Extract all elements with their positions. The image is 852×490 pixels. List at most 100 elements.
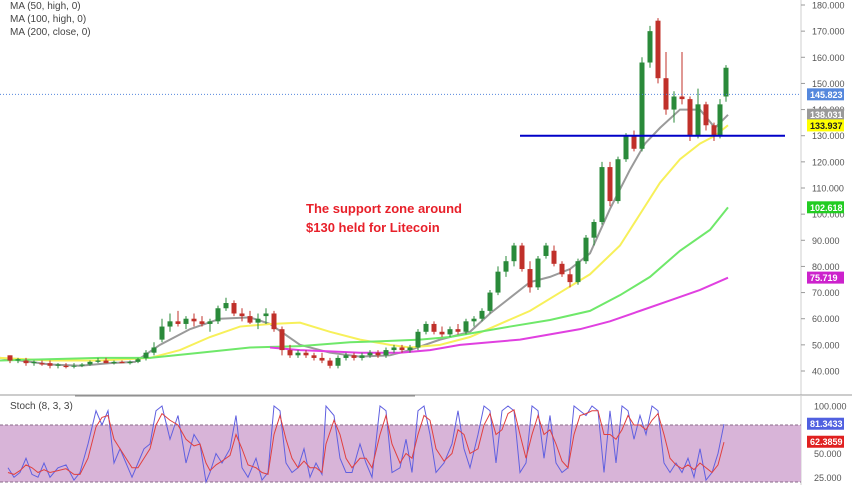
stoch-lines — [7, 404, 725, 484]
stoch-tick-label: 100.000 — [814, 402, 847, 412]
candle — [239, 308, 245, 322]
candle — [287, 344, 293, 358]
price-tick-label: 100.000 — [812, 210, 845, 220]
ma-line-4 — [269, 276, 729, 354]
price-tick-label: 120.000 — [812, 157, 845, 167]
candle — [15, 357, 21, 364]
candle — [95, 357, 101, 364]
candle — [87, 360, 93, 366]
candle — [199, 316, 205, 327]
candle — [543, 242, 549, 259]
candle — [375, 350, 381, 358]
candle — [63, 363, 69, 369]
candle — [319, 352, 325, 364]
candle — [263, 308, 269, 324]
price-overlays — [0, 93, 801, 137]
price-tick-label: 150.000 — [812, 79, 845, 89]
candle — [407, 344, 413, 353]
candle — [615, 156, 621, 204]
candle — [383, 347, 389, 358]
candle — [495, 266, 501, 296]
candle — [527, 261, 533, 293]
candle — [703, 101, 709, 131]
candle — [79, 363, 85, 368]
candle — [423, 321, 429, 335]
candle — [23, 357, 29, 366]
ma-legend-3: MA (200, close, 0) — [10, 27, 91, 38]
svg-text:81.3433: 81.3433 — [810, 419, 843, 429]
stoch-axis: 100.000 50.000 25.000 — [814, 402, 847, 483]
stoch-tick-label: 50.000 — [814, 449, 842, 459]
candle — [455, 323, 461, 335]
candle — [535, 255, 541, 290]
candle — [119, 360, 125, 364]
price-tick-label: 180.000 — [812, 1, 845, 11]
candle — [439, 326, 445, 338]
candle — [143, 350, 149, 361]
candle — [655, 18, 661, 84]
annotation-line-2: $130 held for Litecoin — [306, 220, 440, 235]
price-tick-label: 90.000 — [812, 236, 840, 246]
annotation-line-1: The support zone around — [306, 201, 462, 216]
price-tick-label: 60.000 — [812, 314, 840, 324]
candle — [135, 357, 141, 364]
ma-line-2 — [0, 124, 729, 362]
ma-legend: MA (50, high, 0) MA (100, high, 0) MA (2… — [10, 1, 91, 38]
candle — [367, 350, 373, 358]
candle — [431, 321, 437, 335]
svg-text:145.823: 145.823 — [810, 90, 843, 100]
candle — [631, 130, 637, 152]
candle — [215, 305, 221, 324]
candle — [567, 269, 573, 288]
candle — [647, 25, 653, 68]
candle — [723, 65, 729, 102]
candle — [255, 313, 261, 330]
candle — [717, 99, 723, 139]
candle — [639, 57, 645, 152]
candle — [463, 318, 469, 335]
candle — [167, 313, 173, 332]
ma-legend-1: MA (50, high, 0) — [10, 1, 81, 12]
current-price-label: 145.823 — [807, 88, 844, 101]
stoch-k-line — [7, 404, 725, 484]
ma-value-label: 75.719 — [807, 271, 844, 284]
candle — [159, 318, 165, 343]
candle — [279, 326, 285, 356]
candle — [311, 352, 317, 361]
candle — [551, 245, 557, 267]
candle — [207, 318, 213, 332]
svg-text:138.031: 138.031 — [810, 110, 843, 120]
candle — [151, 342, 157, 356]
candle — [271, 310, 277, 332]
main-plot-frame — [0, 0, 852, 396]
svg-text:102.618: 102.618 — [810, 203, 843, 213]
candle — [447, 326, 453, 338]
candle — [511, 242, 517, 267]
candle — [583, 235, 589, 264]
candle — [471, 316, 477, 327]
price-axis: 180.000170.000160.000150.000140.000130.0… — [801, 1, 845, 377]
ma-value-label: 102.618 — [807, 201, 844, 214]
ma-value-label: 133.937 — [807, 119, 844, 132]
candles — [7, 18, 729, 369]
candle — [127, 360, 133, 365]
price-tick-label: 70.000 — [812, 288, 840, 298]
candle — [55, 363, 61, 369]
candle — [671, 91, 677, 123]
candle — [247, 310, 253, 324]
candle — [479, 308, 485, 322]
stoch-value-label: 81.3433 — [807, 417, 844, 430]
price-tick-label: 110.000 — [812, 184, 844, 194]
price-tick-label: 130.000 — [812, 131, 845, 141]
stoch-title: Stoch (8, 3, 3) — [10, 401, 73, 412]
candle — [295, 350, 301, 358]
candle — [391, 344, 397, 353]
annotation: The support zone around $130 held for Li… — [306, 201, 462, 235]
candle — [175, 310, 181, 327]
price-tick-label: 160.000 — [812, 53, 845, 63]
candle — [607, 161, 613, 207]
